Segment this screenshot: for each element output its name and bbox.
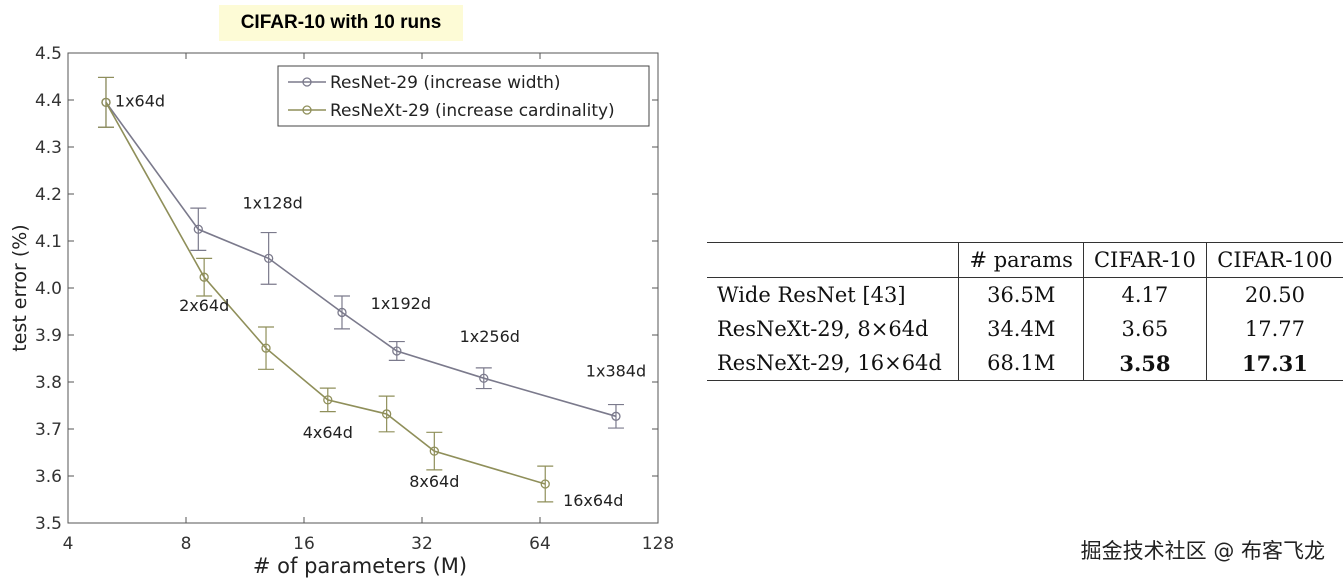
data-point [611,411,621,421]
cell-params: 36.5M [958,277,1084,312]
data-point [479,373,489,383]
y-tick-label: 3.8 [35,373,62,393]
y-tick-label: 3.6 [35,467,62,487]
y-tick-label: 3.7 [35,420,62,440]
y-tick-label: 4.3 [35,138,62,158]
table-header-cifar10: CIFAR-10 [1082,242,1207,278]
y-axis-ticks: 3.5 3.6 3.7 3.8 3.9 4.0 4.1 4.2 4.3 4.4 4.5 [35,44,658,534]
data-label: 1x384d [586,361,646,380]
cell-model: ResNeXt-29, 8×64d [717,317,929,341]
series-resnet: 1x64d 1x128d 1x192d 1x256d 1x384d [97,76,646,429]
x-axis-label: # of parameters (M) [253,554,467,578]
table-header-row: # params CIFAR-10 CIFAR-100 [707,242,1343,278]
data-point [540,479,550,489]
data-label: 8x64d [409,472,459,491]
data-label: 1x128d [242,193,302,212]
table-header-cifar100: CIFAR-100 [1205,242,1343,278]
error-vs-params-chart: 3.5 3.6 3.7 3.8 3.9 4.0 4.1 4.2 4.3 4.4 4.5 4 8 16 32… [9,44,674,578]
x-tick-label: 32 [411,534,433,554]
chart-title-banner: CIFAR-10 with 10 runs [219,5,463,41]
table-row: Wide ResNet [43] 36.5M 4.17 20.50 [707,277,1343,312]
data-label: 1x256d [460,327,520,346]
y-tick-label: 4.0 [35,279,62,299]
x-tick-label: 64 [529,534,551,554]
x-tick-label: 128 [642,534,674,554]
y-tick-label: 3.9 [35,326,62,346]
data-point [429,446,439,456]
y-tick-label: 4.1 [35,232,62,252]
results-table: # params CIFAR-10 CIFAR-100 Wide ResNet … [707,242,1343,381]
data-point [392,346,402,356]
data-point [193,224,203,234]
cell-model: Wide ResNet [43] [717,283,906,307]
data-label: 2x64d [179,296,229,315]
cell-cifar100: 20.50 [1205,277,1343,312]
data-point [101,97,111,107]
data-label: 4x64d [303,423,353,442]
series-resnext: 2x64d 4x64d 8x64d 16x64d [97,76,623,510]
cell-params: 34.4M [958,312,1084,346]
x-tick-label: 4 [63,534,74,554]
legend-box [277,65,650,127]
cell-cifar100: 17.77 [1205,312,1343,346]
table-row: ResNeXt-29, 16×64d 68.1M 3.58 17.31 [707,346,1343,381]
y-axis-label: test error (%) [9,224,31,351]
cell-cifar10: 3.65 [1082,312,1207,346]
cell-params: 68.1M [958,346,1084,381]
y-tick-label: 4.5 [35,44,62,64]
data-label: 1x192d [371,294,431,313]
y-tick-label: 4.4 [35,91,62,111]
cell-cifar10: 4.17 [1082,277,1207,312]
legend: ResNet-29 (increase width) ResNeXt-29 (i… [277,65,650,127]
table-header-params: # params [958,242,1084,278]
series-layer: 1x64d 1x128d 1x192d 1x256d 1x384d 2x64d 4x64d 8… [97,76,646,510]
x-tick-label: 16 [293,534,315,554]
series-line [105,101,617,418]
legend-label-resnext: ResNeXt-29 (increase cardinality) [330,101,615,121]
data-point [264,253,274,264]
cell-model: ResNeXt-29, 16×64d [717,351,942,375]
data-point [323,395,333,405]
cell-cifar10-best: 3.58 [1082,346,1207,381]
y-tick-label: 3.5 [35,514,62,534]
x-tick-label: 8 [181,534,192,554]
x-axis-ticks: 4 8 16 32 64 128 [63,53,674,554]
data-label: 16x64d [563,491,623,510]
table-header-model [707,243,959,278]
data-label: 1x64d [115,91,165,110]
table-row: ResNeXt-29, 8×64d 34.4M 3.65 17.77 [707,312,1343,346]
data-point [261,343,271,353]
data-point [382,409,392,419]
cell-cifar100-best: 17.31 [1205,346,1343,381]
legend-marker-resnet [302,77,312,87]
legend-label-resnet: ResNet-29 (increase width) [330,73,561,93]
legend-marker-resnext [302,105,312,115]
data-point [337,307,347,318]
y-tick-label: 4.2 [35,185,62,205]
data-point [199,272,209,282]
watermark-text: 掘金技术社区 @ 布客飞龙 [1080,539,1325,563]
